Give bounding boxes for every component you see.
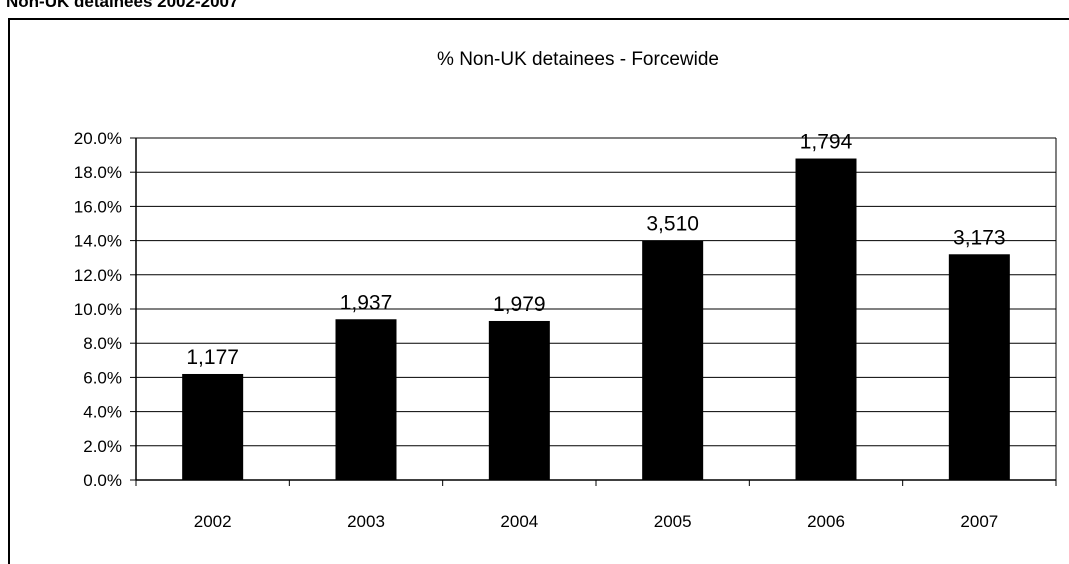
- axes: [130, 138, 1056, 486]
- x-tick-label: 2006: [807, 512, 845, 531]
- x-tick-label: 2003: [347, 512, 385, 531]
- chart-title: % Non-UK detainees - Forcewide: [437, 49, 719, 70]
- data-label: 1,979: [493, 293, 546, 316]
- bar: [182, 374, 243, 480]
- bar: [642, 241, 703, 480]
- data-label: 1,794: [800, 131, 853, 154]
- y-tick-label: 12.0%: [74, 266, 122, 285]
- bar: [489, 321, 550, 480]
- bar: [796, 159, 857, 480]
- y-tick-label: 8.0%: [83, 334, 122, 353]
- gridlines: [136, 138, 1056, 446]
- bar: [336, 319, 397, 480]
- data-label: 1,937: [340, 291, 393, 314]
- x-tick-label: 2007: [960, 512, 998, 531]
- x-tick-label: 2002: [194, 512, 232, 531]
- data-label: 1,177: [186, 346, 239, 369]
- y-tick-label: 20.0%: [74, 129, 122, 148]
- y-tick-label: 2.0%: [83, 437, 122, 456]
- y-tick-label: 14.0%: [74, 232, 122, 251]
- data-label: 3,510: [646, 213, 699, 236]
- y-tick-label: 18.0%: [74, 163, 122, 182]
- y-tick-label: 0.0%: [83, 471, 122, 490]
- bar: [949, 254, 1010, 480]
- y-tick-label: 16.0%: [74, 197, 122, 216]
- y-tick-label: 6.0%: [83, 368, 122, 387]
- y-tick-label: 4.0%: [83, 403, 122, 422]
- y-tick-label: 10.0%: [74, 300, 122, 319]
- data-label: 3,173: [953, 226, 1006, 249]
- x-tick-label: 2005: [654, 512, 692, 531]
- x-tick-label: 2004: [500, 512, 538, 531]
